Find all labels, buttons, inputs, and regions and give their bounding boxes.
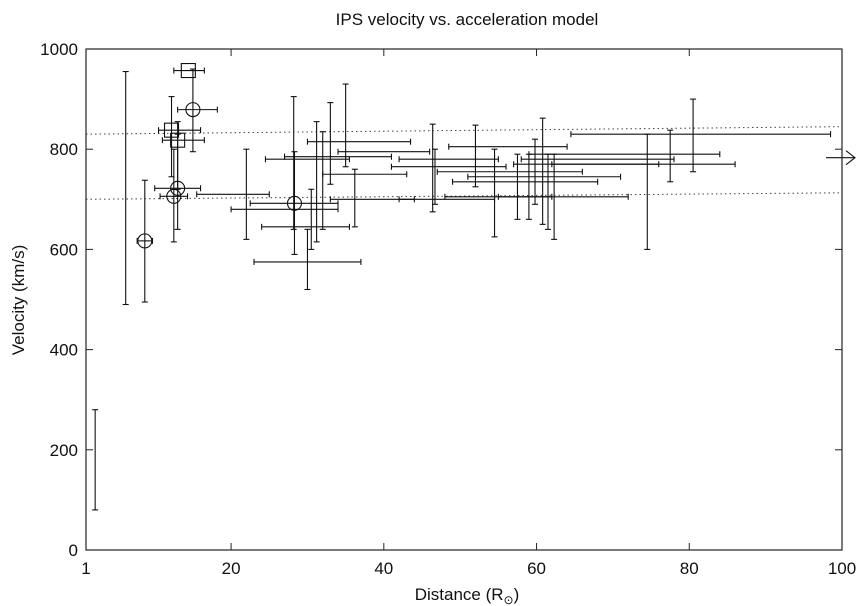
- arrow-head-icon: [845, 150, 856, 166]
- circle-marker: [170, 180, 186, 196]
- arrow-annotation: [826, 150, 856, 166]
- data-point: [514, 153, 521, 220]
- reference-lines: [85, 126, 843, 200]
- data-point: [290, 96, 297, 230]
- data-point: [528, 151, 721, 158]
- data-point: [390, 163, 507, 170]
- square-marker: [163, 122, 180, 138]
- y-tick-label: 200: [50, 441, 78, 460]
- data-point: [436, 168, 583, 175]
- data-point: [306, 138, 412, 145]
- data-point: [429, 123, 436, 213]
- data-point: [157, 96, 202, 178]
- x-axis-label-text: Distance (R: [415, 585, 504, 604]
- plot-frame: [85, 48, 843, 551]
- x-tick-label: 1: [81, 559, 90, 578]
- data-point: [448, 143, 568, 150]
- x-axis-label: Distance (R⊙): [415, 585, 520, 606]
- data-point: [161, 121, 205, 190]
- data-point: [545, 153, 551, 230]
- data-point: [327, 102, 334, 185]
- model-reference-line: [85, 126, 843, 135]
- y-tick-label: 0: [69, 541, 78, 560]
- data-point: [92, 409, 99, 511]
- y-tick-label: 1000: [40, 40, 78, 59]
- sun-symbol: ⊙: [504, 593, 514, 606]
- circle-marker: [286, 195, 303, 211]
- y-tick-label: 400: [50, 341, 78, 360]
- data-point: [551, 161, 736, 168]
- error-bars: [92, 67, 832, 511]
- data-point: [136, 179, 153, 303]
- data-point: [570, 131, 832, 138]
- data-point: [520, 156, 675, 163]
- data-point: [308, 188, 315, 250]
- data-point: [322, 171, 408, 178]
- x-axis-label-close: ): [514, 585, 520, 604]
- y-tick-label: 800: [50, 140, 78, 159]
- square-marker: [170, 132, 186, 148]
- data-point: [398, 156, 499, 163]
- data-point: [472, 124, 479, 188]
- x-tick-label: 60: [527, 559, 546, 578]
- x-tick-label: 80: [680, 559, 699, 578]
- x-tick-label: 100: [828, 559, 856, 578]
- data-point: [491, 148, 498, 238]
- data-point: [351, 168, 358, 228]
- data-point: [431, 148, 438, 205]
- data-point: [319, 131, 326, 230]
- data-point: [177, 68, 218, 153]
- data-point: [690, 98, 697, 173]
- data-point: [264, 156, 351, 163]
- square-marker: [180, 62, 196, 79]
- circle-marker: [166, 188, 182, 204]
- data-point: [243, 148, 250, 240]
- circle-marker: [185, 102, 201, 118]
- data-point: [337, 148, 431, 155]
- circle-marker: [137, 233, 153, 249]
- data-point: [122, 70, 129, 306]
- data-point: [159, 148, 189, 243]
- data-point: [532, 138, 539, 205]
- data-point: [497, 193, 629, 200]
- data-point: [451, 178, 599, 185]
- data-point: [342, 83, 349, 168]
- data-point: [261, 223, 351, 230]
- data-point: [173, 67, 205, 74]
- y-axis-label: Velocity (km/s): [9, 245, 28, 356]
- data-point: [644, 133, 651, 250]
- markers: [137, 62, 303, 249]
- x-tick-label: 40: [374, 559, 393, 578]
- data-point: [667, 129, 674, 183]
- y-tick-label: 600: [50, 240, 78, 259]
- data-point: [230, 206, 339, 213]
- data-point: [539, 117, 546, 225]
- model-reference-line: [85, 192, 843, 200]
- data-point: [196, 191, 270, 198]
- x-tick-label: 20: [222, 559, 241, 578]
- chart-title: IPS velocity vs. acceleration model: [336, 10, 599, 29]
- data-point: [253, 228, 362, 291]
- data-point: [467, 173, 622, 180]
- data-point: [313, 121, 320, 243]
